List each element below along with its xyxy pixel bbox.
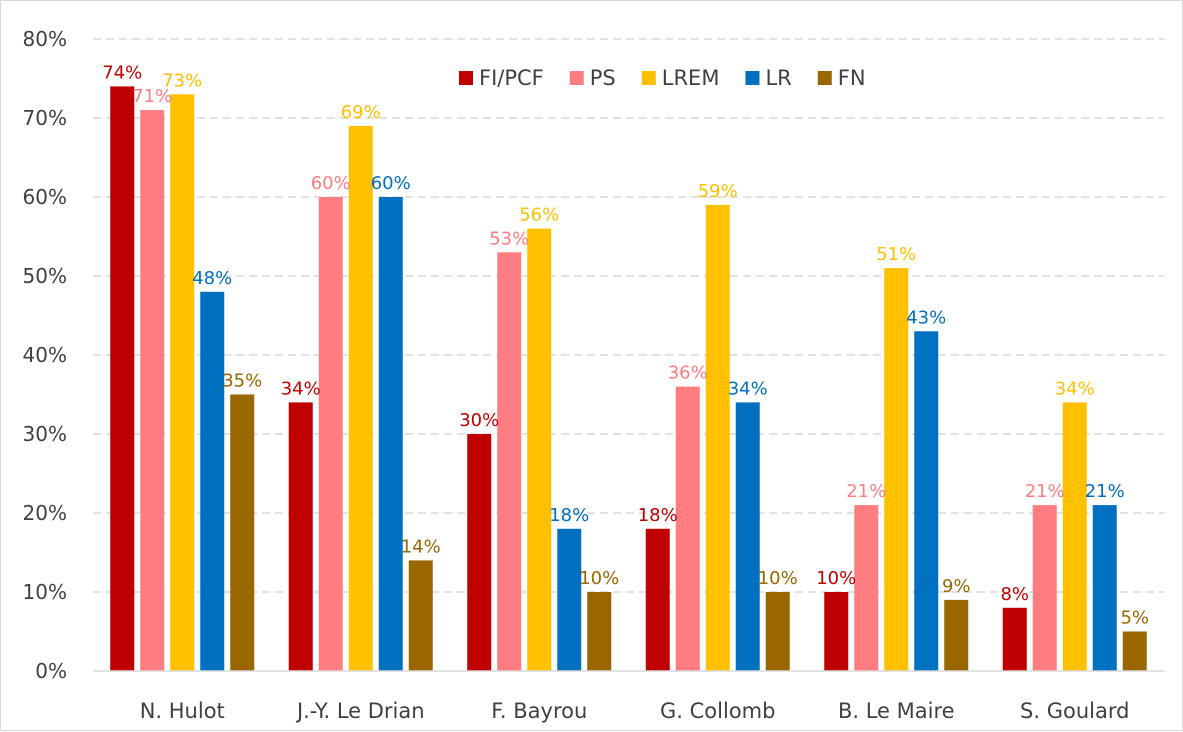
data-label: 21% — [846, 481, 886, 502]
bar — [1002, 607, 1027, 671]
gridlines — [93, 38, 1164, 593]
data-label: 14% — [401, 536, 441, 557]
legend-label: FI/PCF — [479, 66, 544, 90]
bar — [200, 291, 225, 671]
data-labels: 74% 71%73% 48% 35% 34% 60% 69% 60% 14% 30% 53%56% 1… — [102, 62, 1149, 628]
bar — [378, 197, 403, 671]
data-label: 43% — [906, 307, 946, 328]
data-label: 56% — [519, 205, 559, 226]
y-axis: 0% 10% 20% 30% 40% 50% 60% 70% 80% — [23, 27, 67, 683]
legend: FI/PCF PS LREM LR FN — [459, 66, 866, 90]
bars — [110, 86, 1147, 672]
bar — [735, 402, 760, 671]
y-tick-label: 80% — [23, 27, 67, 51]
data-label: 60% — [311, 173, 351, 194]
data-label: 51% — [876, 244, 916, 265]
bar — [348, 125, 373, 671]
bar — [944, 599, 969, 671]
x-tick-label: F. Bayrou — [491, 699, 587, 723]
y-tick-label: 20% — [23, 501, 67, 525]
data-label: 74% — [102, 62, 142, 83]
bar — [645, 528, 670, 671]
bar — [230, 394, 255, 671]
bar — [140, 110, 165, 672]
bar — [467, 434, 492, 671]
legend-swatch — [569, 71, 584, 85]
data-label: 34% — [728, 378, 768, 399]
x-tick-label: S. Goulard — [1020, 699, 1129, 723]
data-label: 10% — [758, 568, 798, 589]
data-label: 34% — [1055, 378, 1095, 399]
data-label: 5% — [1120, 608, 1149, 629]
legend-label: PS — [590, 66, 616, 90]
data-label: 53% — [489, 228, 529, 249]
y-tick-label: 50% — [23, 264, 67, 288]
bar — [705, 204, 730, 671]
y-tick-label: 40% — [23, 343, 67, 367]
bar — [288, 402, 313, 671]
y-tick-label: 60% — [23, 185, 67, 209]
y-tick-label: 0% — [35, 659, 67, 683]
x-axis: N. Hulot J.-Y. Le Drian F. Bayrou G. Collom… — [93, 670, 1164, 723]
data-label: 10% — [579, 568, 619, 589]
legend-label: LR — [765, 66, 791, 90]
x-tick-label: J.-Y. Le Drian — [295, 699, 425, 723]
legend-swatch — [459, 71, 473, 85]
data-label: 10% — [816, 568, 856, 589]
bar — [408, 560, 433, 671]
data-label: 18% — [549, 505, 589, 526]
x-tick-label: N. Hulot — [140, 699, 225, 723]
bar — [587, 592, 612, 671]
legend-swatch — [641, 71, 656, 85]
data-label: 8% — [1000, 584, 1029, 605]
legend-label: LREM — [662, 66, 720, 90]
data-label: 21% — [1085, 481, 1125, 502]
data-label: 60% — [371, 173, 411, 194]
bar — [1062, 402, 1087, 671]
bar — [497, 252, 522, 672]
legend-label: FN — [838, 66, 866, 90]
data-label: 9% — [942, 576, 971, 597]
bar — [170, 94, 195, 672]
bar — [914, 331, 939, 671]
bar — [318, 197, 343, 671]
data-label: 30% — [459, 410, 499, 431]
bar — [854, 505, 879, 671]
data-label: 35% — [222, 371, 262, 392]
data-label: 21% — [1025, 481, 1065, 502]
data-label: 73% — [162, 70, 202, 91]
data-label: 59% — [698, 181, 738, 202]
data-label: 48% — [192, 268, 232, 289]
bar — [884, 268, 909, 671]
legend-swatch — [745, 71, 760, 85]
x-tick-label: B. Le Maire — [838, 699, 955, 723]
bar — [675, 386, 700, 671]
bar — [765, 592, 790, 671]
bar — [1032, 505, 1057, 671]
bar — [557, 528, 582, 671]
y-tick-label: 30% — [23, 422, 67, 446]
y-tick-label: 70% — [23, 106, 67, 130]
data-label: 69% — [341, 102, 381, 123]
data-label: 34% — [281, 378, 321, 399]
bar — [110, 86, 135, 671]
legend-swatch — [817, 71, 832, 85]
y-tick-label: 10% — [23, 580, 67, 604]
data-label: 71% — [132, 86, 172, 107]
data-label: 36% — [668, 363, 708, 384]
bar — [1092, 505, 1117, 671]
x-tick-label: G. Collomb — [660, 699, 775, 723]
bar — [527, 228, 552, 671]
bar — [824, 592, 849, 671]
bar — [1122, 631, 1147, 671]
data-label: 18% — [638, 505, 678, 526]
